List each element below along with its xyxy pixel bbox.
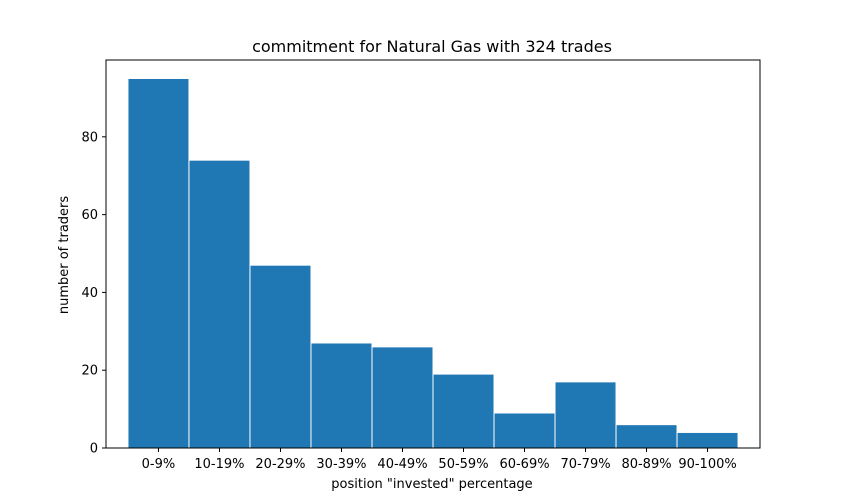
x-tick-label: 40-49% [377,457,427,472]
x-tick-label: 50-59% [438,457,488,472]
chart-title: commitment for Natural Gas with 324 trad… [252,37,612,56]
bars-group [127,77,739,449]
bar-50-59% [432,373,495,449]
x-tick-label: 10-19% [194,457,244,472]
y-axis-ticks: 0 20 40 60 80 [81,130,106,457]
x-tick-label: 90-100% [678,457,736,472]
x-tick-label: 60-69% [499,457,549,472]
y-tick-label: 0 [90,442,98,457]
bar-60-69% [493,412,556,449]
x-tick-label: 80-89% [621,457,671,472]
bar-80-89% [615,424,678,449]
y-tick-label: 80 [81,130,98,145]
bar-0-9% [127,77,190,449]
y-tick-label: 60 [81,208,98,223]
x-axis-label: position "invested" percentage [331,477,532,492]
x-tick-label: 70-79% [560,457,610,472]
x-tick-label: 30-39% [316,457,366,472]
plot-area-frame [105,59,761,449]
bar-90-100% [676,431,739,449]
y-axis-label: number of traders [57,196,72,315]
x-tick-label: 0-9% [142,457,176,472]
bar-30-39% [310,342,373,449]
bar-20-29% [249,264,312,449]
y-tick-label: 20 [81,364,98,379]
bar-40-49% [371,346,434,449]
bar-70-79% [554,381,617,449]
y-tick-label: 40 [81,286,98,301]
x-axis-ticks: 0-9% 10-19% 20-29% 30-39% 40-49% 50-59% 60-69%… [142,448,737,472]
x-tick-label: 20-29% [255,457,305,472]
bar-10-19% [188,159,251,449]
